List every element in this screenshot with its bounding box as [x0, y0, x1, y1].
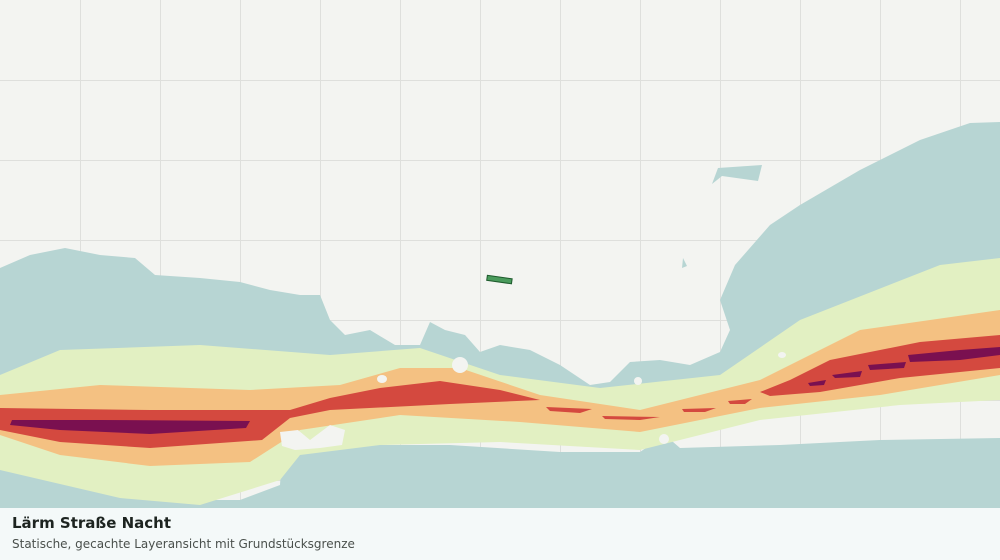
layer-title: Lärm Straße Nacht	[12, 514, 172, 532]
noise-band-very-high	[10, 347, 1000, 434]
legend-panel: Lärm Straße Nacht Statische, gecachte La…	[0, 508, 1000, 560]
islands	[280, 352, 786, 450]
layer-subtitle: Statische, gecachte Layeransicht mit Gru…	[12, 537, 355, 551]
parcel-boundary	[486, 274, 513, 285]
